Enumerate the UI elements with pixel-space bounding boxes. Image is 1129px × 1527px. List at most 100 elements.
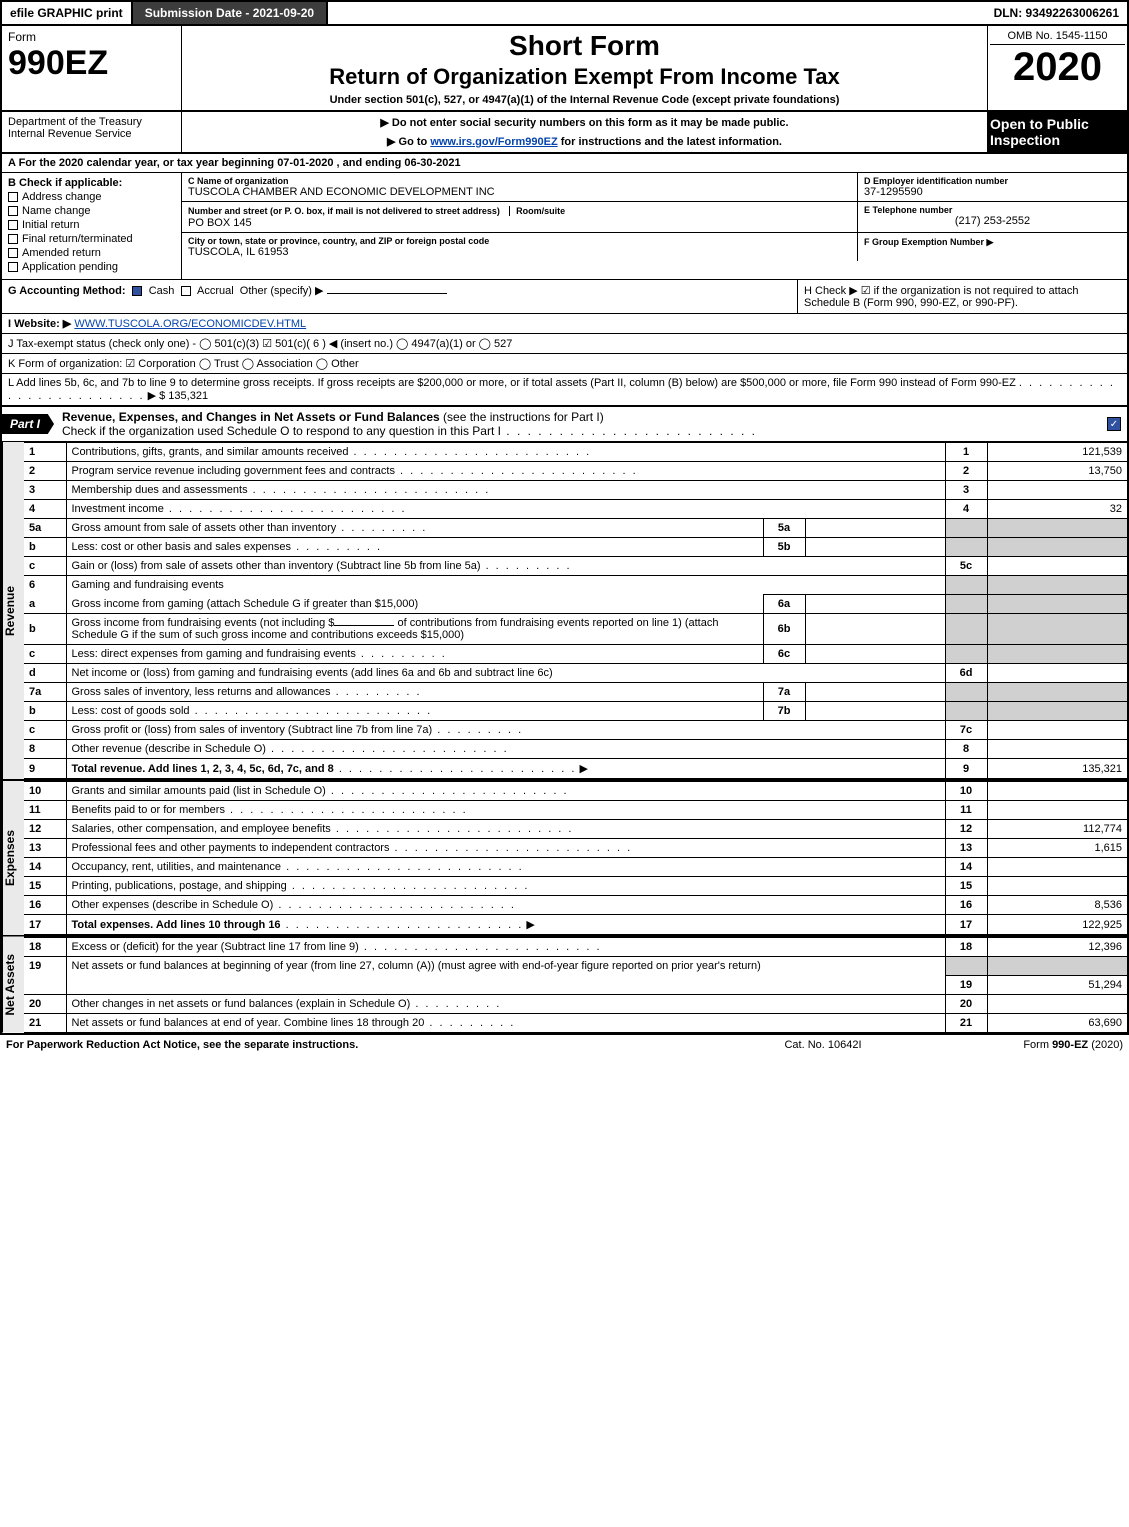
l5b-desc: Less: cost or other basis and sales expe… [72,541,292,553]
other-specify-blank [327,293,447,294]
l7a-num: 7a [24,683,66,702]
l7a-mid: 7a [763,683,805,702]
chk-cash[interactable] [132,286,142,296]
l19-rval-shade [987,957,1127,976]
l15-rnum: 15 [945,877,987,896]
row-l-text: L Add lines 5b, 6c, and 7b to line 9 to … [8,377,1016,389]
addr-value: PO BOX 145 [188,217,851,229]
chk-accrual[interactable] [181,286,191,296]
line-20: 20 Other changes in net assets or fund b… [24,994,1127,1013]
label-phone: E Telephone number [864,205,1121,215]
l6-rnum-shade [945,576,987,595]
l20-num: 20 [24,994,66,1013]
chk-application-pending[interactable]: Application pending [8,261,175,273]
org-info-block: B Check if applicable: Address change Na… [0,173,1129,280]
l4-rnum: 4 [945,500,987,519]
row-j: J Tax-exempt status (check only one) - ◯… [0,334,1129,354]
org-name-cell: C Name of organization TUSCOLA CHAMBER A… [182,173,857,201]
vtab-expenses: Expenses [2,781,24,935]
chk-address-change-label: Address change [22,191,102,203]
l16-desc: Other expenses (describe in Schedule O) [72,899,274,911]
l13-num: 13 [24,839,66,858]
l20-rnum: 20 [945,994,987,1013]
l5b-rval-shade [987,538,1127,557]
line-14: 14 Occupancy, rent, utilities, and maint… [24,858,1127,877]
line-5a: 5a Gross amount from sale of assets othe… [24,519,1127,538]
l5c-desc: Gain or (loss) from sale of assets other… [72,560,481,572]
l6b-num: b [24,614,66,645]
l7a-midval [805,683,945,702]
l15-num: 15 [24,877,66,896]
l4-desc: Investment income [72,503,164,515]
ein-value: 37-1295590 [864,186,1121,198]
l1-rnum: 1 [945,443,987,462]
line-12: 12 Salaries, other compensation, and emp… [24,820,1127,839]
l21-rval: 63,690 [987,1013,1127,1032]
expenses-section: Expenses 10 Grants and similar amounts p… [0,781,1129,937]
line-6b: b Gross income from fundraising events (… [24,614,1127,645]
l9-desc: Total revenue. Add lines 1, 2, 3, 4, 5c,… [72,763,334,775]
l7b-rnum-shade [945,702,987,721]
line-1: 1 Contributions, gifts, grants, and simi… [24,443,1127,462]
line-10: 10 Grants and similar amounts paid (list… [24,782,1127,801]
l5b-num: b [24,538,66,557]
l6c-rval-shade [987,645,1127,664]
footer-form-word: Form [1023,1039,1052,1051]
chk-final-return[interactable]: Final return/terminated [8,233,175,245]
l19-rnum-shade [945,957,987,976]
l5c-num: c [24,557,66,576]
website-link[interactable]: WWW.TUSCOLA.ORG/ECONOMICDEV.HTML [74,318,306,330]
l10-num: 10 [24,782,66,801]
vtab-netassets: Net Assets [2,937,24,1033]
l6b-midval [805,614,945,645]
row-l-prefix: ▶ $ [148,390,169,402]
line-16: 16 Other expenses (describe in Schedule … [24,896,1127,915]
l6c-midval [805,645,945,664]
lbl-cash: Cash [149,285,175,297]
line-15: 15 Printing, publications, postage, and … [24,877,1127,896]
vtab-revenue: Revenue [2,442,24,779]
l13-rval: 1,615 [987,839,1127,858]
submission-date: Submission Date - 2021-09-20 [133,2,328,24]
chk-amended-return[interactable]: Amended return [8,247,175,259]
l18-rval: 12,396 [987,938,1127,957]
code-subline: Under section 501(c), 527, or 4947(a)(1)… [188,94,981,106]
l21-num: 21 [24,1013,66,1032]
section-b: B Check if applicable: Address change Na… [2,173,182,279]
footer-right: Form 990-EZ (2020) [923,1039,1123,1051]
l5c-rnum: 5c [945,557,987,576]
row-i: I Website: ▶ WWW.TUSCOLA.ORG/ECONOMICDEV… [0,314,1129,334]
l6a-rval-shade [987,595,1127,614]
line-18: 18 Excess or (deficit) for the year (Sub… [24,938,1127,957]
label-room: Room/suite [509,206,565,216]
chk-amended-return-label: Amended return [22,247,101,259]
l8-num: 8 [24,740,66,759]
footer-year: (2020) [1088,1039,1123,1051]
l10-desc: Grants and similar amounts paid (list in… [72,785,326,797]
l5b-mid: 5b [763,538,805,557]
section-c-container: C Name of organization TUSCOLA CHAMBER A… [182,173,1127,279]
l13-desc: Professional fees and other payments to … [72,842,390,854]
org-name: TUSCOLA CHAMBER AND ECONOMIC DEVELOPMENT… [188,186,851,198]
l7a-rval-shade [987,683,1127,702]
l5b-rnum-shade [945,538,987,557]
l7a-rnum-shade [945,683,987,702]
l4-rval: 32 [987,500,1127,519]
l2-rnum: 2 [945,462,987,481]
chk-schedule-o[interactable]: ✓ [1107,417,1121,431]
topbar: efile GRAPHIC print Submission Date - 20… [0,0,1129,26]
l6d-num: d [24,664,66,683]
l15-desc: Printing, publications, postage, and shi… [72,880,287,892]
chk-address-change[interactable]: Address change [8,191,175,203]
chk-name-change[interactable]: Name change [8,205,175,217]
line-a-tax-year: A For the 2020 calendar year, or tax yea… [0,154,1129,173]
open-to-public: Open to Public Inspection [988,112,1127,152]
l19-rnum: 19 [945,975,987,994]
l6b-desc-a: Gross income from fundraising events (no… [72,617,335,629]
open-inspection-box: Open to Public Inspection [987,112,1127,152]
chk-initial-return[interactable]: Initial return [8,219,175,231]
irs-link[interactable]: www.irs.gov/Form990EZ [430,136,557,148]
l9-rnum: 9 [945,759,987,779]
l6a-desc: Gross income from gaming (attach Schedul… [66,595,763,614]
l5a-rnum-shade [945,519,987,538]
